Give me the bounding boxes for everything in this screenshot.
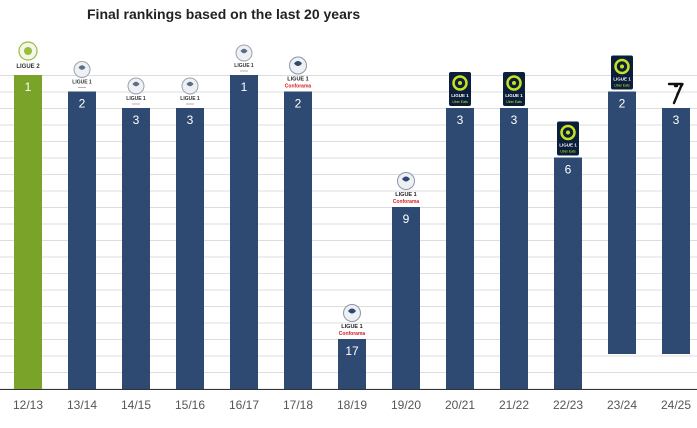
x-tick-label: 17/18 [283, 398, 313, 412]
division-logo-icon: LIGUE 1 Uber Eats [611, 55, 633, 90]
ligue-1-ring-icon [614, 58, 630, 75]
division-logo-icon [667, 82, 684, 105]
bar [122, 108, 150, 389]
division-sponsor-text: Uber Eats [560, 150, 576, 154]
x-tick-label: 20/21 [445, 398, 475, 412]
ligue-2-ball-core-icon [24, 47, 32, 55]
bar-value-label: 2 [79, 97, 86, 111]
ligue-1-wordmark-icon [667, 82, 684, 105]
x-tick-label: 24/25 [661, 398, 691, 412]
ligue-1-ring-core-icon [458, 81, 462, 85]
division-label-text: LIGUE 1 [72, 80, 92, 86]
ligue-1-ball-pattern-icon [402, 176, 410, 182]
x-tick-label: 14/15 [121, 398, 151, 412]
bar-value-label: 9 [403, 212, 410, 226]
ligue-1-ring-core-icon [566, 130, 570, 135]
division-label-text: LIGUE 1 [234, 63, 254, 69]
x-tick-label: 18/19 [337, 398, 367, 412]
x-tick-label: 13/14 [67, 398, 97, 412]
ligue-1-ring-icon [560, 124, 576, 141]
division-sponsor-text: Uber Eats [614, 84, 630, 88]
bar [554, 157, 582, 389]
bar-value-label: 1 [241, 80, 248, 94]
bar [284, 91, 312, 389]
division-sponsor-text: Conforama [285, 84, 312, 90]
division-sponsor-text: Uber Eats [506, 100, 522, 104]
division-logo-icon: LIGUE 1 Uber Eats [557, 121, 579, 156]
bar [14, 75, 42, 389]
bar-value-label: 3 [673, 113, 680, 127]
bar [608, 91, 636, 354]
division-sponsor-text: Uber Eats [452, 100, 468, 104]
x-tick-label: 21/22 [499, 398, 529, 412]
x-tick-label: 19/20 [391, 398, 421, 412]
division-label-text: LIGUE 1 [505, 93, 523, 98]
division-logo-icon: LIGUE 2 [16, 41, 40, 70]
bar [392, 207, 420, 389]
bar-value-label: 1 [25, 80, 32, 94]
ligue-1-ball-pattern-icon [348, 308, 356, 314]
x-tick-label: 23/24 [607, 398, 637, 412]
ligue-1-ball-pattern-icon [78, 65, 86, 70]
division-sponsor-text: Conforama [393, 199, 420, 205]
bar-value-label: 3 [457, 113, 464, 127]
bar [446, 108, 474, 389]
division-label-text: LIGUE 2 [16, 64, 40, 70]
division-label-text: LIGUE 1 [559, 143, 577, 148]
bar-value-label: 2 [619, 97, 626, 111]
x-tick-label: 16/17 [229, 398, 259, 412]
ligue-1-wordmark-stroke-icon [676, 83, 684, 95]
division-logo-icon: LIGUE 1 [234, 44, 254, 72]
bar [500, 108, 528, 389]
bar-value-label: 2 [295, 97, 302, 111]
ligue-1-ball-pattern-icon [186, 81, 194, 87]
x-tick-label: 15/16 [175, 398, 205, 412]
ligue-1-ball-pattern-icon [132, 81, 140, 87]
ligue-1-ball-pattern-icon [294, 61, 302, 66]
division-label-text: LIGUE 1 [395, 192, 416, 198]
ligue-1-ball-pattern-icon [240, 48, 248, 54]
division-label-text: LIGUE 1 [126, 96, 146, 102]
division-label-text: LIGUE 1 [287, 77, 308, 83]
ligue-1-ring-icon [452, 75, 468, 91]
bar [338, 339, 366, 389]
bar-value-label: 17 [345, 344, 359, 358]
ligue-1-ring-core-icon [620, 64, 624, 69]
bar-value-label: 3 [511, 113, 518, 127]
division-label-text: LIGUE 1 [180, 96, 200, 102]
x-tick-label: 12/13 [13, 398, 43, 412]
division-logo-icon: LIGUE 1 [180, 77, 200, 105]
division-logo-icon: LIGUE 1 [126, 77, 146, 105]
bar-value-label: 3 [133, 113, 140, 127]
bar-value-label: 6 [565, 163, 572, 177]
bar [68, 91, 96, 389]
division-sponsor-text: Conforama [339, 331, 366, 337]
division-logo-icon: LIGUE 1 Uber Eats [449, 72, 471, 106]
division-label-text: LIGUE 1 [613, 77, 631, 82]
division-logo-icon: LIGUE 1 Uber Eats [503, 72, 525, 106]
division-label-text: LIGUE 1 [451, 93, 469, 98]
chart-title: Final rankings based on the last 20 year… [87, 6, 361, 22]
ligue-1-ring-core-icon [512, 81, 516, 85]
bar [230, 75, 258, 389]
ligue-1-ring-icon [506, 75, 522, 91]
division-logo-icon: LIGUE 1 [72, 61, 92, 88]
bar [176, 108, 204, 389]
division-label-text: LIGUE 1 [341, 324, 362, 330]
bar [662, 108, 690, 354]
bar-value-label: 3 [187, 113, 194, 127]
x-tick-label: 22/23 [553, 398, 583, 412]
